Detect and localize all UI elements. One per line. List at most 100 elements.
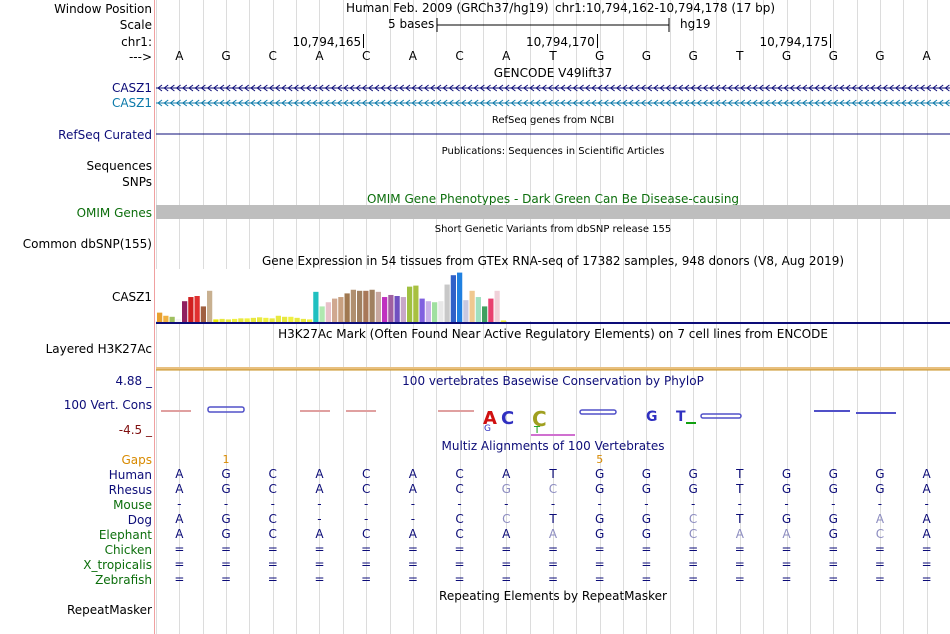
aligned-base: = bbox=[361, 542, 372, 556]
conservation-logo[interactable]: A C G C T G T bbox=[156, 400, 950, 440]
gtex-bar[interactable] bbox=[207, 290, 213, 322]
gtex-bar[interactable] bbox=[494, 290, 500, 322]
omim-label[interactable]: OMIM Genes bbox=[76, 206, 152, 220]
h3k27ac-label[interactable]: Layered H3K27Ac bbox=[45, 342, 152, 356]
gtex-bar[interactable] bbox=[400, 297, 406, 322]
gtex-bar[interactable] bbox=[213, 319, 219, 322]
gencode-gene-1-label[interactable]: CASZ1 bbox=[111, 81, 152, 95]
gtex-bar[interactable] bbox=[269, 318, 275, 322]
gtex-bar[interactable] bbox=[288, 316, 294, 322]
species-label[interactable]: Dog bbox=[127, 513, 152, 527]
gtex-bar[interactable] bbox=[407, 286, 413, 322]
gtex-bar[interactable] bbox=[375, 291, 381, 322]
gtex-bar[interactable] bbox=[350, 289, 356, 322]
publications-label-sequences[interactable]: Sequences bbox=[86, 159, 152, 173]
gtex-bar[interactable] bbox=[363, 290, 369, 322]
gtex-bar[interactable] bbox=[225, 319, 231, 322]
aligned-base: = bbox=[174, 572, 185, 586]
aligned-base: G bbox=[221, 527, 231, 541]
gtex-bar[interactable] bbox=[463, 300, 469, 322]
gtex-bar[interactable] bbox=[332, 298, 338, 322]
gtex-bar[interactable] bbox=[482, 306, 488, 322]
gencode-gene-2-label[interactable]: CASZ1 bbox=[111, 96, 152, 110]
guide-line bbox=[716, 0, 718, 634]
gtex-bar[interactable] bbox=[257, 317, 263, 322]
gtex-label[interactable]: CASZ1 bbox=[111, 290, 152, 304]
gtex-bar[interactable] bbox=[438, 301, 444, 322]
aligned-base: = bbox=[501, 557, 512, 571]
gtex-bar[interactable] bbox=[188, 297, 194, 322]
gtex-bar[interactable] bbox=[369, 289, 375, 322]
species-bases: = = = = = = = = = = = = = = = = = bbox=[156, 572, 950, 587]
gtex-bar[interactable] bbox=[488, 298, 494, 322]
gtex-bar[interactable] bbox=[325, 302, 331, 322]
reference-base: A bbox=[922, 49, 931, 63]
aligned-base: C bbox=[455, 527, 464, 541]
gtex-bar[interactable] bbox=[182, 301, 188, 322]
gtex-bar[interactable] bbox=[394, 296, 400, 322]
species-label[interactable]: Rhesus bbox=[108, 483, 152, 497]
conservation-label[interactable]: 100 Vert. Cons bbox=[63, 398, 152, 412]
gtex-bar[interactable] bbox=[382, 297, 388, 322]
gtex-bar[interactable] bbox=[444, 284, 450, 322]
species-label[interactable]: Mouse bbox=[113, 498, 152, 512]
gtex-bar[interactable] bbox=[263, 317, 269, 322]
aligned-base: - bbox=[690, 497, 696, 511]
species-label[interactable]: Chicken bbox=[104, 543, 152, 557]
aligned-base: = bbox=[314, 542, 325, 556]
gtex-bar[interactable] bbox=[425, 301, 431, 322]
gtex-bar[interactable] bbox=[432, 302, 438, 322]
gtex-bar[interactable] bbox=[388, 294, 394, 322]
gtex-bar[interactable] bbox=[175, 318, 181, 322]
gtex-bar[interactable] bbox=[300, 318, 306, 322]
guide-line bbox=[739, 0, 741, 634]
h3k27ac-signal[interactable] bbox=[156, 362, 950, 372]
gtex-bar[interactable] bbox=[500, 320, 506, 322]
gtex-bar[interactable] bbox=[250, 317, 256, 322]
gtex-bar[interactable] bbox=[457, 272, 463, 322]
gtex-bar[interactable] bbox=[244, 318, 250, 322]
species-label[interactable]: Elephant bbox=[98, 528, 152, 542]
gtex-bar[interactable] bbox=[419, 298, 425, 322]
gtex-bar-chart[interactable] bbox=[156, 268, 950, 324]
gtex-bar[interactable] bbox=[294, 317, 300, 322]
gtex-bar[interactable] bbox=[313, 291, 319, 322]
gtex-bar[interactable] bbox=[357, 290, 363, 322]
publications-label-snps[interactable]: SNPs bbox=[122, 175, 152, 189]
gtex-bar[interactable] bbox=[413, 285, 419, 322]
gtex-bar[interactable] bbox=[338, 297, 344, 322]
refseq-label[interactable]: RefSeq Curated bbox=[58, 128, 152, 142]
gencode-gene-2-track[interactable] bbox=[156, 96, 950, 110]
aligned-base: G bbox=[595, 512, 605, 526]
aligned-base: C bbox=[502, 512, 511, 526]
gtex-bar[interactable] bbox=[232, 318, 238, 322]
refseq-track[interactable] bbox=[156, 127, 950, 141]
aligned-base: A bbox=[922, 512, 931, 526]
species-label[interactable]: X_tropicalis bbox=[83, 558, 152, 572]
gtex-bar[interactable] bbox=[169, 316, 175, 322]
gtex-bar[interactable] bbox=[275, 315, 281, 322]
species-label[interactable]: Zebrafish bbox=[95, 573, 152, 587]
repeatmasker-label[interactable]: RepeatMasker bbox=[66, 603, 152, 617]
omim-gene-bar[interactable] bbox=[156, 205, 950, 219]
gtex-bar[interactable] bbox=[344, 293, 350, 322]
gtex-bar[interactable] bbox=[475, 297, 481, 322]
species-label[interactable]: Human bbox=[108, 468, 152, 482]
gtex-bar[interactable] bbox=[200, 306, 206, 322]
dbsnp-label[interactable]: Common dbSNP(155) bbox=[22, 237, 152, 251]
gtex-bar[interactable] bbox=[219, 318, 225, 322]
gtex-bar[interactable] bbox=[307, 319, 313, 322]
gtex-bar[interactable] bbox=[319, 306, 325, 322]
gtex-bar[interactable] bbox=[282, 316, 288, 322]
gencode-gene-1-track[interactable] bbox=[156, 81, 950, 95]
gtex-bar[interactable] bbox=[194, 296, 200, 322]
gtex-bar[interactable] bbox=[163, 315, 169, 322]
gtex-bar[interactable] bbox=[469, 290, 475, 322]
gtex-bar[interactable] bbox=[238, 318, 244, 322]
gtex-bar[interactable] bbox=[450, 275, 456, 322]
gtex-bar[interactable] bbox=[157, 312, 163, 322]
reference-base: G bbox=[875, 49, 885, 63]
